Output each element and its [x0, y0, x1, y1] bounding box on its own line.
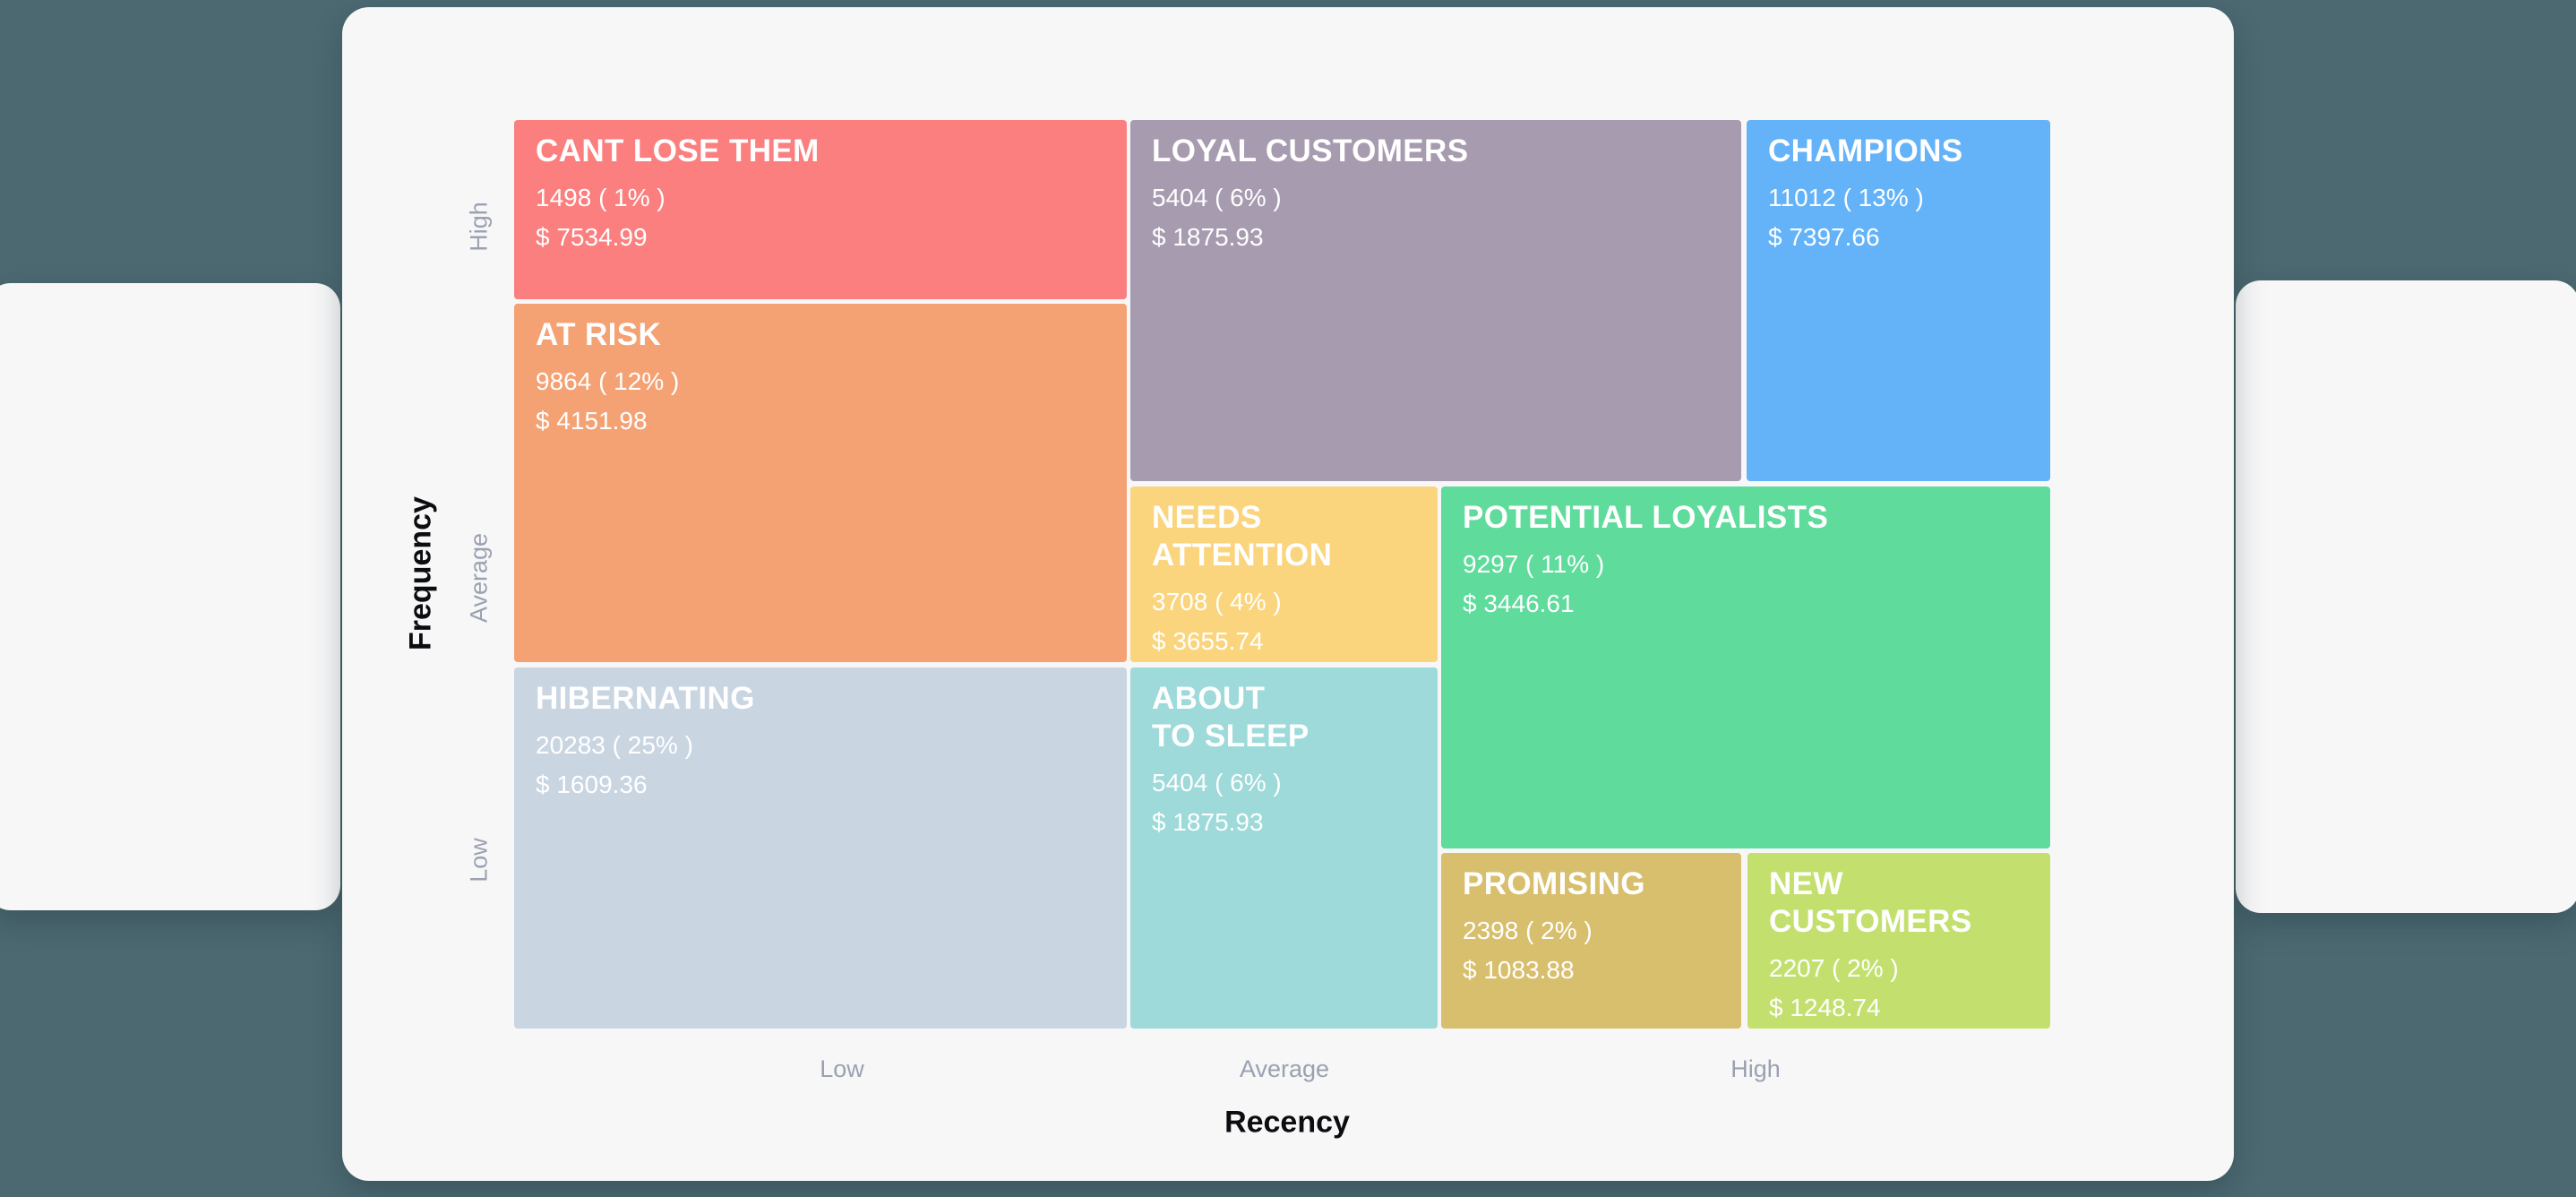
segment-title: NEW CUSTOMERS [1769, 866, 1972, 939]
segment-hibernating[interactable]: HIBERNATING 20283 ( 25% ) $ 1609.36 [514, 667, 1127, 1029]
segment-title: AT RISK [536, 317, 662, 352]
x-tick-low: Low [820, 1055, 864, 1082]
segment-count: 2207 ( 2% ) [1769, 954, 1899, 982]
segment-needs-attention[interactable]: NEEDS ATTENTION 3708 ( 4% ) $ 3655.74 [1130, 487, 1438, 662]
segment-monetary: $ 3446.61 [1463, 590, 1575, 617]
segment-promising[interactable]: PROMISING 2398 ( 2% ) $ 1083.88 [1441, 853, 1741, 1029]
segment-count: 1498 ( 1% ) [536, 184, 665, 211]
right-background-panel [2236, 280, 2576, 913]
y-axis-title: Frequency [403, 496, 438, 650]
segment-potential-loyalists[interactable]: POTENTIAL LOYALISTS 9297 ( 11% ) $ 3446.61 [1441, 487, 2050, 848]
left-background-panel [0, 283, 340, 910]
segment-title: LOYAL CUSTOMERS [1152, 133, 1469, 168]
segment-monetary: $ 1248.74 [1769, 994, 1881, 1021]
x-tick-average: Average [1239, 1055, 1330, 1082]
y-tick-high: High [465, 202, 493, 252]
segment-monetary: $ 7397.66 [1768, 223, 1880, 251]
segment-monetary: $ 7534.99 [536, 223, 648, 251]
segment-about-to-sleep[interactable]: ABOUT TO SLEEP 5404 ( 6% ) $ 1875.93 [1130, 667, 1438, 1029]
segment-count: 11012 ( 13% ) [1768, 184, 1924, 211]
y-tick-low: Low [465, 838, 493, 883]
segment-title: CANT LOSE THEM [536, 133, 820, 168]
segment-monetary: $ 1875.93 [1152, 223, 1264, 251]
segment-count: 9297 ( 11% ) [1463, 550, 1605, 578]
segment-champions[interactable]: CHAMPIONS 11012 ( 13% ) $ 7397.66 [1747, 120, 2050, 481]
segment-loyal-customers[interactable]: LOYAL CUSTOMERS 5404 ( 6% ) $ 1875.93 [1130, 120, 1741, 481]
segment-title: CHAMPIONS [1768, 133, 1963, 168]
segment-title: HIBERNATING [536, 681, 755, 716]
segment-title: ABOUT TO SLEEP [1152, 681, 1309, 754]
segment-count: 5404 ( 6% ) [1152, 184, 1282, 211]
segment-monetary: $ 1083.88 [1463, 956, 1575, 984]
y-tick-average: Average [465, 532, 493, 624]
segment-cant-lose-them[interactable]: CANT LOSE THEM 1498 ( 1% ) $ 7534.99 [514, 120, 1127, 299]
segment-count: 2398 ( 2% ) [1463, 917, 1593, 944]
segment-count: 3708 ( 4% ) [1152, 588, 1282, 616]
segment-monetary: $ 4151.98 [536, 407, 648, 435]
segment-count: 20283 ( 25% ) [536, 731, 693, 759]
segment-count: 5404 ( 6% ) [1152, 769, 1282, 797]
segment-title: POTENTIAL LOYALISTS [1463, 500, 1829, 535]
segment-new-customers[interactable]: NEW CUSTOMERS 2207 ( 2% ) $ 1248.74 [1747, 853, 2050, 1029]
segment-title: NEEDS ATTENTION [1152, 500, 1333, 573]
segment-count: 9864 ( 12% ) [536, 367, 680, 395]
x-tick-high: High [1730, 1055, 1781, 1082]
segment-at-risk[interactable]: AT RISK 9864 ( 12% ) $ 4151.98 [514, 304, 1127, 662]
x-axis-title: Recency [1224, 1105, 1350, 1140]
segment-monetary: $ 1609.36 [536, 771, 648, 798]
segment-monetary: $ 3655.74 [1152, 627, 1264, 655]
rfm-treemap-plot: CANT LOSE THEM 1498 ( 1% ) $ 7534.99 LOYAL … [514, 120, 2050, 1029]
segment-title: PROMISING [1463, 866, 1645, 901]
segment-monetary: $ 1875.93 [1152, 808, 1264, 836]
